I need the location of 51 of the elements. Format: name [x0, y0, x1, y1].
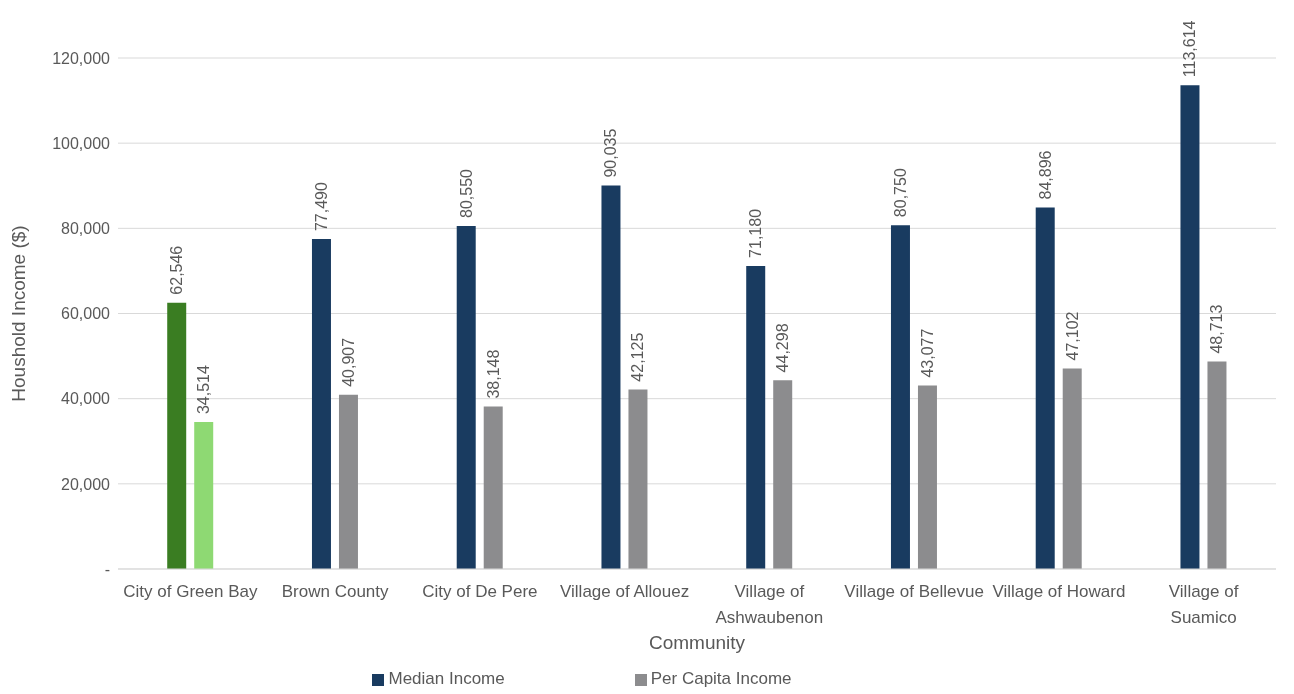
bar [194, 422, 214, 569]
x-tick-label: Village of Ashwaubenon [715, 582, 824, 627]
data-label: 44,298 [774, 323, 792, 373]
data-label: 84,896 [1036, 150, 1054, 200]
x-axis-title: Community [648, 632, 746, 653]
bar [1180, 85, 1200, 569]
bar [601, 185, 621, 569]
y-tick-label: 40,000 [61, 390, 111, 408]
y-axis-title: Houshold Income ($) [7, 225, 29, 402]
bar [628, 389, 648, 569]
bar [338, 394, 358, 569]
y-tick-label: 80,000 [61, 220, 111, 238]
bar [1207, 361, 1227, 569]
x-tick-label: Village of Bellevue [844, 582, 984, 601]
bar [917, 385, 937, 569]
data-label: 42,125 [629, 332, 647, 382]
data-label: 47,102 [1063, 311, 1081, 361]
data-label: 77,490 [312, 181, 330, 232]
data-label: 80,750 [891, 168, 909, 218]
bar [167, 302, 187, 569]
data-label: 71,180 [747, 208, 765, 258]
bar [773, 380, 793, 569]
bar [1035, 207, 1055, 569]
x-tick-label: Brown County [281, 582, 390, 601]
y-tick-label: 20,000 [61, 475, 111, 493]
data-label: 80,550 [457, 168, 475, 218]
x-tick-label: Village of Howard [992, 582, 1126, 601]
data-label: 90,035 [602, 128, 620, 178]
bar [1062, 368, 1082, 569]
data-label: 38,148 [484, 349, 502, 399]
bar [456, 225, 476, 569]
legend-label: Median Income [388, 669, 505, 688]
bar [890, 225, 910, 569]
data-label: 34,514 [195, 364, 213, 415]
x-tick-label: Village of Allouez [560, 582, 690, 601]
x-tick-label: City of De Pere [422, 582, 538, 601]
y-tick-label: 120,000 [52, 49, 111, 67]
y-tick-label: 100,000 [52, 134, 111, 152]
legend-label: Per Capita Income [650, 669, 792, 688]
y-tick-label: 60,000 [61, 305, 111, 323]
x-tick-label: City of Green Bay [123, 582, 258, 601]
data-label: 48,713 [1208, 304, 1226, 354]
bar [746, 265, 766, 569]
data-label: 113,614 [1181, 20, 1199, 78]
data-label: 62,546 [168, 245, 186, 295]
data-label: 43,077 [918, 328, 936, 378]
x-tick-label: Village of Suamico [1168, 582, 1239, 627]
y-tick-label: - [104, 560, 110, 578]
bar [311, 239, 331, 569]
data-label: 40,907 [339, 337, 357, 387]
bar [483, 406, 503, 569]
